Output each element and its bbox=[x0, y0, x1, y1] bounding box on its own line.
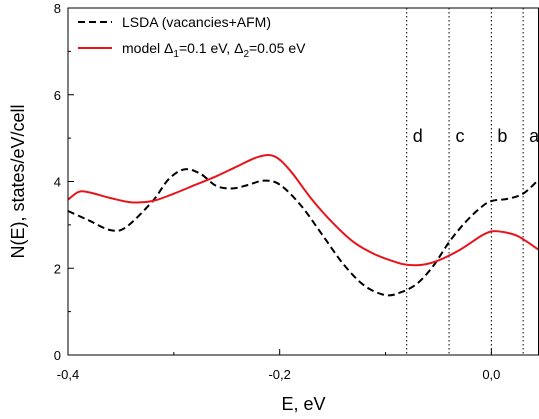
legend: LSDA (vacancies+AFM) model Δ1=0.1 eV, Δ2… bbox=[78, 14, 306, 60]
y-axis-title: N(E), states/eV/cell bbox=[8, 104, 28, 258]
legend-model-sub1: 1 bbox=[173, 49, 179, 60]
x-tick-label: -0,2 bbox=[268, 367, 290, 382]
reference-label-d: d bbox=[413, 126, 423, 146]
series-lsda-line bbox=[67, 168, 539, 297]
legend-label-model: model Δ1=0.1 eV, Δ2=0.05 eV bbox=[122, 40, 306, 60]
reference-label-a: a bbox=[529, 126, 539, 146]
y-tick-label: 0 bbox=[54, 348, 61, 363]
series-model-line bbox=[67, 154, 539, 267]
y-tick-label: 6 bbox=[54, 88, 61, 103]
reference-label-b: b bbox=[497, 126, 507, 146]
x-axis-title: E, eV bbox=[281, 394, 325, 414]
legend-model-suffix: =0.05 eV bbox=[249, 40, 306, 56]
legend-label-lsda: LSDA (vacancies+AFM) bbox=[122, 14, 271, 30]
legend-model-sub2: 2 bbox=[243, 49, 249, 60]
legend-model-middle: =0.1 eV, Δ bbox=[179, 40, 244, 56]
y-tick-label: 2 bbox=[54, 261, 61, 276]
plot-frame bbox=[67, 7, 539, 356]
x-tick-label: 0,0 bbox=[482, 367, 500, 382]
reference-label-c: c bbox=[456, 126, 465, 146]
y-tick-label: 4 bbox=[54, 175, 61, 190]
x-tick-label: -0,4 bbox=[57, 367, 79, 382]
y-tick-label: 8 bbox=[54, 1, 61, 16]
legend-model-prefix: model Δ bbox=[122, 40, 173, 56]
